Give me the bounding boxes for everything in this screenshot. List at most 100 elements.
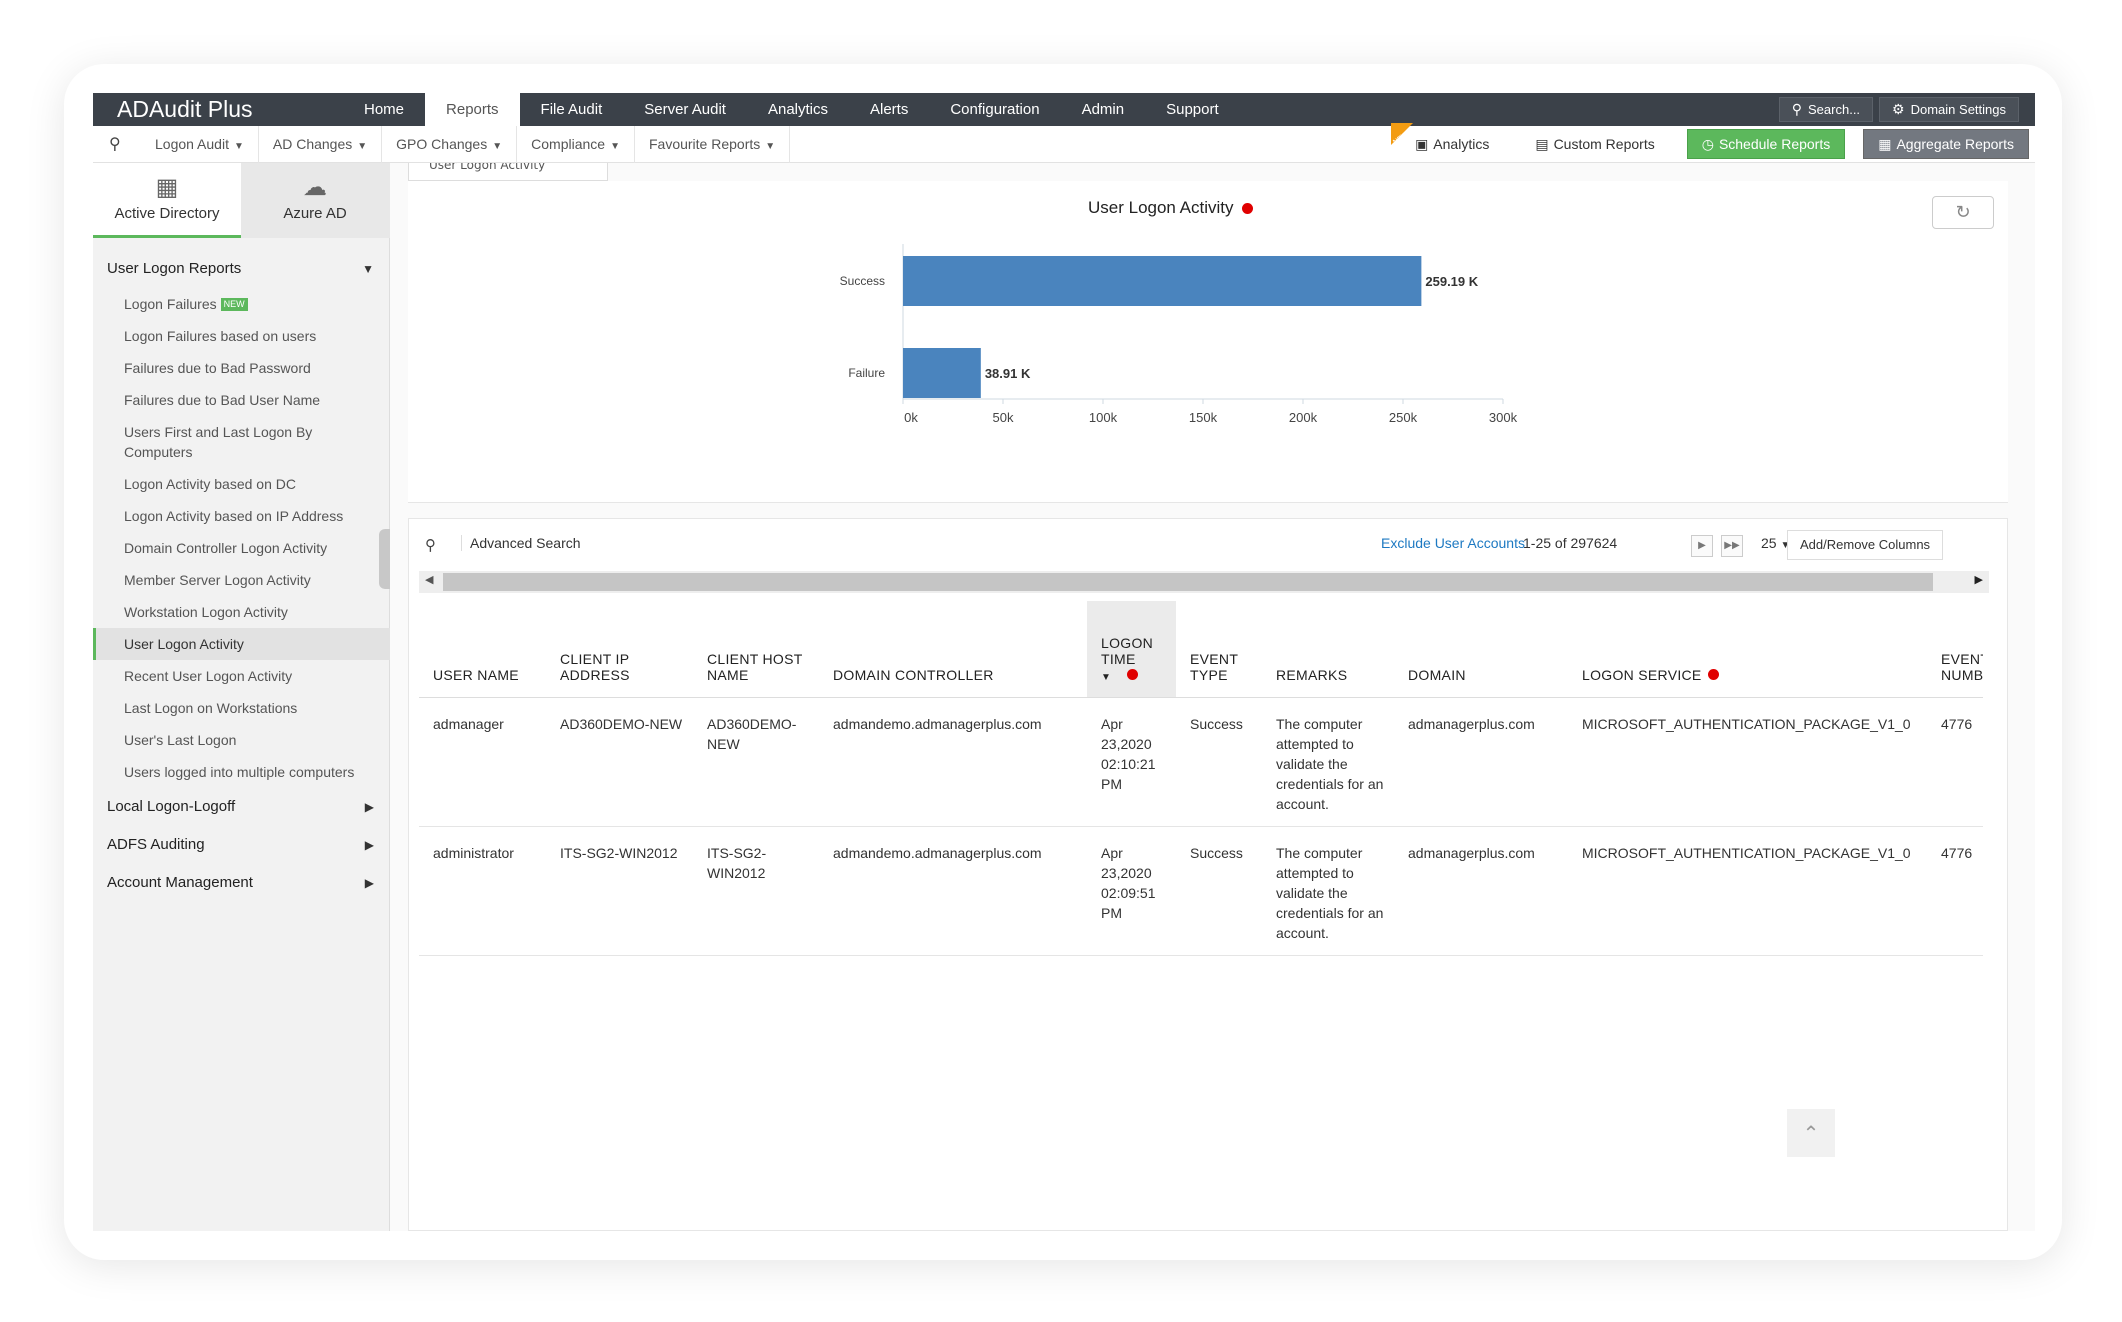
tab-active-directory[interactable]: ▦ Active Directory [93, 163, 241, 238]
sidebar-item[interactable]: Failures due to Bad User Name [124, 392, 321, 408]
nav-tab-support[interactable]: Support [1166, 101, 1219, 118]
col-logon-time[interactable]: LOGON TIME ▼ [1087, 601, 1176, 698]
table-row[interactable]: administrator ITS-SG2-WIN2012 ITS-SG2-WI… [419, 826, 1983, 956]
group-user-logon-reports[interactable]: User Logon Reports ▼ [93, 250, 390, 288]
scrollbar-thumb[interactable] [443, 573, 1933, 591]
chart-title-text: User Logon Activity [1088, 198, 1234, 217]
tab-azure-ad[interactable]: ☁ Azure AD [241, 163, 389, 238]
table-header-row: USER NAME CLIENT IP ADDRESS CLIENT HOST … [419, 601, 1983, 698]
cell-domain-controller: admandemo.admanagerplus.com [819, 697, 1087, 827]
tab-azure-ad-label: Azure AD [283, 205, 347, 222]
sidebar-item[interactable]: Member Server Logon Activity [124, 572, 311, 588]
nav-tab-admin[interactable]: Admin [1081, 101, 1125, 118]
bar-success [903, 256, 1422, 306]
group-account-management[interactable]: Account Management ▶ [93, 864, 390, 902]
sidebar-item[interactable]: User's Last Logon [124, 732, 237, 748]
table-toolbar: ⚲ Advanced Search Exclude User Accounts … [409, 519, 2007, 571]
col-logon-service[interactable]: LOGON SERVICE [1568, 601, 1927, 698]
exclude-user-accounts-link[interactable]: Exclude User Accounts [1381, 535, 1525, 551]
col-user-name[interactable]: USER NAME [419, 601, 546, 698]
last-page-button[interactable]: ▶▶ [1721, 535, 1743, 557]
sidebar-item[interactable]: Logon Activity based on IP Address [124, 508, 344, 524]
sidebar-item[interactable]: Users First and Last Logon By Computers [124, 424, 313, 460]
group-title: Local Logon-Logoff [107, 798, 236, 815]
chart-panel: Success 259.19 K Failure 38.91 K 0k 50k 100k 15… [408, 181, 2008, 503]
table-search-icon[interactable]: ⚲ [425, 536, 436, 554]
report-tab[interactable]: User Logon Activity [408, 163, 608, 181]
top-bar: ADAudit Plus Home Reports File Audit Ser… [93, 93, 2035, 126]
col-client-host-name[interactable]: CLIENT HOST NAME [693, 601, 819, 698]
global-search-label: Search... [1808, 102, 1861, 117]
col-remarks[interactable]: REMARKS [1262, 601, 1394, 698]
sidebar-item[interactable]: Failures due to Bad Password [124, 360, 311, 376]
report-search-icon[interactable]: ⚲ [109, 134, 121, 153]
sidebar-item[interactable]: Logon Activity based on DC [124, 476, 296, 492]
sidebar-item[interactable]: Last Logon on Workstations [124, 700, 298, 716]
chart-type-toggle-button[interactable]: ↻ [1932, 196, 1994, 229]
horizontal-scrollbar[interactable]: ◀ ▶ [419, 571, 1989, 593]
menu-favourite-reports[interactable]: Favourite Reports ▼ [635, 126, 791, 163]
global-search-button[interactable]: ⚲ Search... [1778, 97, 1874, 122]
cell-remarks: The computer attempted to validate the c… [1262, 697, 1394, 827]
col-domain[interactable]: DOMAIN [1394, 601, 1568, 698]
group-title: Account Management [107, 874, 253, 891]
page-size-select[interactable]: 25 ▼ [1761, 535, 1790, 551]
cell-logon-service: MICROSOFT_AUTHENTICATION_PACKAGE_V1_0 [1568, 697, 1927, 827]
scroll-to-top-button[interactable]: ⌃ [1787, 1109, 1835, 1157]
domain-settings-button[interactable]: ⚙ Domain Settings [1879, 97, 2019, 122]
scroll-right-icon[interactable]: ▶ [1974, 573, 1983, 586]
col-client-ip-address[interactable]: CLIENT IP ADDRESS [546, 601, 693, 698]
schedule-reports-button[interactable]: ◷ Schedule Reports [1686, 129, 1846, 159]
sidebar-item-logon-failures[interactable]: Logon Failures NEW [93, 288, 390, 320]
menu-logon-audit[interactable]: Logon Audit ▼ [141, 126, 259, 163]
menu-ad-changes[interactable]: AD Changes ▼ [259, 126, 383, 163]
report-table: USER NAME CLIENT IP ADDRESS CLIENT HOST … [419, 601, 1983, 956]
aggregate-reports-label: Aggregate Reports [1896, 136, 2014, 152]
cell-remarks: The computer attempted to validate the c… [1262, 826, 1394, 956]
tab-active-directory-label: Active Directory [114, 205, 220, 222]
table-row[interactable]: admanager AD360DEMO-NEW AD360DEMO-NEW ad… [419, 697, 1983, 827]
advanced-search-link[interactable]: Advanced Search [461, 535, 581, 551]
menu-ad-changes-label: AD Changes [272, 136, 353, 152]
report-table-panel: ⚲ Advanced Search Exclude User Accounts … [408, 518, 2008, 1231]
next-page-button[interactable]: ▶ [1691, 535, 1713, 557]
scroll-left-icon[interactable]: ◀ [425, 573, 434, 586]
add-remove-columns-button[interactable]: Add/Remove Columns [1787, 530, 1944, 560]
sidebar-item[interactable]: Domain Controller Logon Activity [124, 540, 328, 556]
custom-reports-button[interactable]: ▤ Custom Reports [1521, 129, 1668, 159]
nav-tab-configuration[interactable]: Configuration [950, 101, 1040, 118]
monitor-icon: ▣ [1415, 136, 1429, 152]
col-logon-service-label: LOGON SERVICE [1582, 666, 1702, 683]
nav-tab-reports[interactable]: Reports [425, 93, 520, 126]
analytics-button[interactable]: NEW ▣ Analytics [1391, 123, 1503, 159]
analytics-label: Analytics [1433, 136, 1490, 152]
group-adfs-auditing[interactable]: ADFS Auditing ▶ [93, 826, 390, 864]
cell-domain-controller: admandemo.admanagerplus.com [819, 826, 1087, 956]
col-event-type[interactable]: EVENT TYPE [1176, 601, 1262, 698]
menu-gpo-changes[interactable]: GPO Changes ▼ [382, 126, 518, 163]
sidebar-item[interactable]: Logon Failures based on users [124, 328, 317, 344]
clock-icon: ◷ [1701, 136, 1714, 152]
sidebar-item[interactable]: Recent User Logon Activity [124, 668, 293, 684]
sidebar-item-user-logon-activity[interactable]: User Logon Activity [93, 628, 390, 660]
caret-down-icon: ▼ [610, 141, 620, 152]
cell-event-number: 4776 [1927, 826, 1983, 956]
nav-tab-alerts[interactable]: Alerts [870, 101, 909, 118]
aggregate-icon: ▦ [1878, 136, 1892, 152]
menu-compliance-label: Compliance [531, 136, 606, 152]
group-local-logon-logoff[interactable]: Local Logon-Logoff ▶ [93, 788, 390, 826]
nav-tab-analytics[interactable]: Analytics [767, 101, 828, 118]
col-domain-controller[interactable]: DOMAIN CONTROLLER [819, 601, 1087, 698]
domain-settings-label: Domain Settings [1910, 102, 2006, 117]
aggregate-reports-button[interactable]: ▦ Aggregate Reports [1863, 129, 2029, 159]
nav-tab-server-audit[interactable]: Server Audit [644, 101, 726, 118]
sidebar-item[interactable]: Workstation Logon Activity [124, 604, 288, 620]
col-event-number[interactable]: EVENT NUMBER [1927, 601, 1983, 698]
menu-compliance[interactable]: Compliance ▼ [517, 126, 635, 163]
sub-menu-bar: ⚲ Logon Audit ▼ AD Changes ▼ GPO Changes ▼ … [93, 123, 2035, 163]
report-list: User Logon Reports ▼ Logon Failures NEW L… [93, 250, 390, 902]
sidebar-item[interactable]: Users logged into multiple computers [124, 764, 355, 780]
sidebar-collapse-handle[interactable] [379, 529, 390, 589]
nav-tab-home[interactable]: Home [364, 101, 405, 118]
nav-tab-file-audit[interactable]: File Audit [540, 101, 603, 118]
